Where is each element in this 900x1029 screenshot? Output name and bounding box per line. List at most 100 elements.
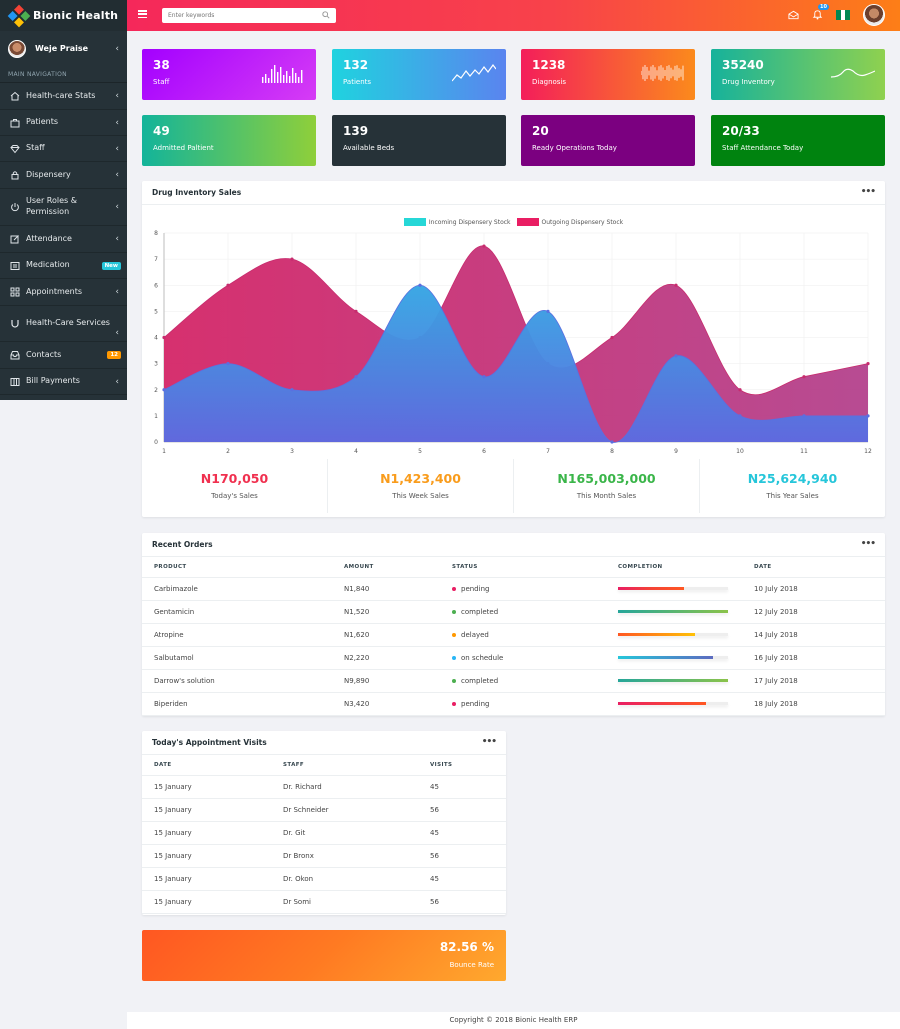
sidebar-item-attendance[interactable]: Attendance ‹ [0,226,127,253]
more-menu-icon[interactable]: ••• [860,187,876,197]
table-row[interactable]: 15 January Dr. Git 45 [142,821,506,845]
profile-avatar[interactable] [863,4,885,26]
inbox-icon [9,350,20,360]
column-header[interactable]: PRODUCT [142,557,332,578]
table-row[interactable]: Carbimazole N1,840 pending 10 July 2018 [142,577,885,601]
table-row[interactable]: Biperiden N3,420 pending 18 July 2018 [142,692,885,716]
appointment-visits-panel: Today's Appointment Visits ••• DATE STAFF V… [142,731,506,915]
chevron-left-icon[interactable]: ‹ [115,376,119,387]
date-cell: 12 July 2018 [742,600,885,624]
chevron-left-icon[interactable]: ‹ [115,202,119,212]
chevron-left-icon[interactable]: ‹ [115,91,119,101]
date-cell: 18 July 2018 [742,692,885,716]
stat-card-staff[interactable]: 38 Staff [142,49,316,100]
search-box [162,8,336,23]
search-icon[interactable] [322,11,330,19]
legend-item[interactable]: Incoming Dispensery Stock [403,218,511,226]
chevron-left-icon[interactable]: ‹ [115,170,119,180]
data-point [226,283,230,287]
column-header[interactable]: VISITS [418,755,506,776]
sidebar-item-medication[interactable]: Medication New [0,253,127,279]
progress-bar [618,610,728,613]
table-row[interactable]: Gentamicin N1,520 completed 12 July 2018 [142,600,885,624]
nav-heading: MAIN NAVIGATION [0,66,127,83]
chevron-left-icon[interactable]: ‹ [115,117,119,128]
table-row[interactable]: 15 January Dr. Richard 45 [142,775,506,799]
power-icon [9,202,20,212]
completion-cell [606,669,742,693]
chevron-left-icon[interactable]: ‹ [115,234,119,244]
user-panel[interactable]: Weje Praise ‹ [0,31,127,66]
sidebar-item-patients[interactable]: Patients ‹ [0,110,127,136]
date-cell: 15 January [142,890,271,914]
stat-card-staff-attendance-today[interactable]: 20/33 Staff Attendance Today [711,115,885,166]
progress-fill [618,656,713,659]
table-row[interactable]: Atropine N1,620 delayed 14 July 2018 [142,623,885,647]
table-row[interactable]: 15 January Dr Bronx 56 [142,844,506,868]
sidebar-item-staff[interactable]: Staff ‹ [0,136,127,162]
column-header[interactable]: COMPLETION [606,557,742,578]
footer: Copyright © 2018 Bionic Health ERP [127,1012,900,1029]
chevron-left-icon[interactable]: ‹ [115,328,119,338]
status-dot [452,609,456,614]
status-text: delayed [461,630,489,639]
sidebar-item-bill-payments[interactable]: Bill Payments ‹ [0,369,127,395]
sidebar-item-user-roles-permission[interactable]: User Roles & Permission ‹ [0,189,127,226]
more-menu-icon[interactable]: ••• [860,539,876,549]
sales-label: This Month Sales [576,492,637,500]
sidebar-item-health-care-services[interactable]: Health-Care Services ‹ [0,306,127,342]
chevron-left-icon[interactable]: ‹ [115,143,119,154]
menu-toggle-icon[interactable] [138,10,147,19]
table-row[interactable]: 15 January Dr. Okon 45 [142,867,506,891]
nigeria-flag-icon[interactable] [836,10,851,20]
column-header[interactable]: DATE [742,557,885,578]
data-point [674,354,678,358]
stat-card-admitted-paltient[interactable]: 49 Admitted Paltient [142,115,316,166]
sidebar-item-health-care-stats[interactable]: Health-care Stats ‹ [0,83,127,110]
table-row[interactable]: Darrow's solution N9,890 completed 17 July … [142,669,885,693]
column-header[interactable]: DATE [142,755,271,776]
stat-card-patients[interactable]: 132 Patients [332,49,506,100]
bell-icon[interactable] [812,9,823,20]
search-input[interactable] [162,8,312,23]
sales-value: N165,003,000 [557,471,656,486]
stat-card-drug-inventory[interactable]: 35240 Drug Inventory [711,49,885,100]
y-tick-label: 0 [154,439,158,446]
x-tick-label: 11 [800,448,808,455]
column-header[interactable]: STATUS [440,557,606,578]
column-header[interactable]: STAFF [271,755,418,776]
sales-summary-item: N165,003,000 This Month Sales [514,459,700,513]
stat-label: Ready Operations Today [532,144,617,152]
legend-item[interactable]: Outgoing Dispensery Stock [516,218,623,226]
stat-card-ready-operations-today[interactable]: 20 Ready Operations Today [521,115,695,166]
x-tick-label: 7 [546,448,550,455]
data-point [610,440,614,444]
chevron-left-icon[interactable]: ‹ [115,43,119,54]
stat-label: Drug Inventory [722,78,775,86]
table-row[interactable]: Salbutamol N2,220 on schedule 16 July 2018 [142,646,885,670]
sidebar-item-contacts[interactable]: Contacts 12 [0,342,127,369]
brand[interactable]: Bionic Health [0,0,127,31]
more-menu-icon[interactable]: ••• [481,737,497,747]
sales-summary-item: N170,050 Today's Sales [142,459,328,513]
date-cell: 14 July 2018 [742,623,885,647]
table-row[interactable]: 15 January Dr Schneider 56 [142,798,506,822]
progress-fill [618,610,728,613]
sidebar-item-appointments[interactable]: Appointments ‹ [0,279,127,306]
stat-card-diagnosis[interactable]: 1238 Diagnosis [521,49,695,100]
sales-value: N170,050 [200,471,269,486]
progress-bar [618,587,728,590]
date-cell: 15 January [142,844,271,868]
amount-cell: N2,220 [332,646,440,670]
sidebar-item-label: Bill Payments [26,376,80,386]
chevron-left-icon[interactable]: ‹ [115,287,119,297]
column-header[interactable]: AMOUNT [332,557,440,578]
progress-bar [618,679,728,682]
magnet-icon [9,319,20,329]
mail-icon[interactable] [788,10,799,20]
stat-card-available-beds[interactable]: 139 Available Beds [332,115,506,166]
progress-bar [618,633,728,636]
sidebar-item-dispensery[interactable]: Dispensery ‹ [0,162,127,189]
visits-cell: 56 [418,890,506,914]
table-row[interactable]: 15 January Dr Somi 56 [142,890,506,914]
